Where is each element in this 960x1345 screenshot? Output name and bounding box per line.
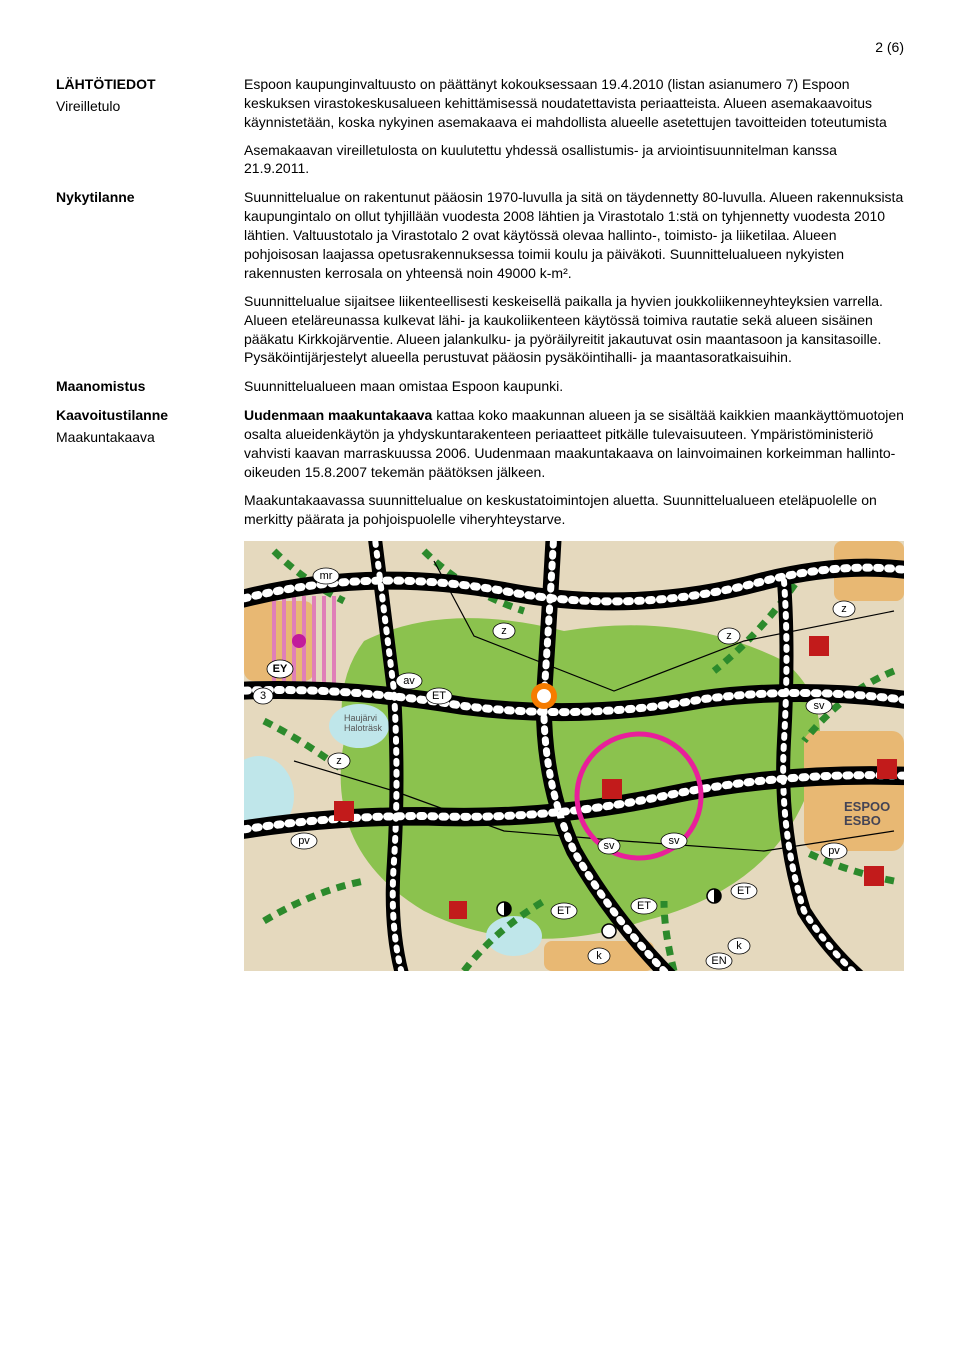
maanomistus-p1: Suunnittelualueen maan omistaa Espoon ka… bbox=[244, 377, 904, 396]
svg-text:ESBO: ESBO bbox=[844, 813, 881, 828]
svg-text:sv: sv bbox=[814, 700, 826, 712]
svg-text:3: 3 bbox=[260, 690, 266, 702]
svg-text:Haloträsk: Haloträsk bbox=[344, 723, 383, 733]
svg-text:mr: mr bbox=[320, 570, 333, 582]
kaavoitustilanne-p1: Uudenmaan maakuntakaava kattaa koko maak… bbox=[244, 406, 904, 482]
label-maakuntakaava: Maakuntakaava bbox=[56, 428, 226, 447]
svg-text:z: z bbox=[501, 625, 507, 637]
map-svg: mr av pv sv pv sv z z z z sv 3 k k ET ET… bbox=[244, 541, 904, 971]
kaavoitustilanne-p2: Maakuntakaavassa suunnittelualue on kesk… bbox=[244, 491, 904, 529]
svg-text:EN: EN bbox=[711, 955, 726, 967]
label-nykytilanne: Nykytilanne bbox=[56, 188, 226, 207]
nykytilanne-p2: Suunnittelualue sijaitsee liikenteellise… bbox=[244, 292, 904, 368]
section-nykytilanne: Nykytilanne Suunnittelualue on rakentunu… bbox=[56, 188, 904, 367]
map-figure: mr av pv sv pv sv z z z z sv 3 k k ET ET… bbox=[244, 541, 904, 971]
svg-text:ET: ET bbox=[432, 690, 446, 702]
svg-text:pv: pv bbox=[298, 835, 310, 847]
svg-text:ET: ET bbox=[737, 885, 751, 897]
nykytilanne-p1: Suunnittelualue on rakentunut pääosin 19… bbox=[244, 188, 904, 282]
kaavoitustilanne-lead: Uudenmaan maakuntakaava bbox=[244, 407, 432, 423]
svg-text:ESPOO: ESPOO bbox=[844, 799, 890, 814]
svg-text:z: z bbox=[336, 755, 342, 767]
svg-text:sv: sv bbox=[669, 835, 681, 847]
svg-text:sv: sv bbox=[604, 840, 616, 852]
label-maanomistus: Maanomistus bbox=[56, 377, 226, 396]
svg-text:k: k bbox=[596, 950, 602, 962]
svg-text:z: z bbox=[726, 630, 732, 642]
svg-text:z: z bbox=[841, 603, 847, 615]
svg-text:k: k bbox=[736, 940, 742, 952]
label-lahtotiedot: LÄHTÖTIEDOT bbox=[56, 75, 226, 94]
svg-text:Haujärvi: Haujärvi bbox=[344, 713, 377, 723]
svg-text:pv: pv bbox=[828, 845, 840, 857]
section-maanomistus: Maanomistus Suunnittelualueen maan omist… bbox=[56, 377, 904, 396]
svg-text:EY: EY bbox=[273, 663, 288, 675]
lahtotiedot-p1: Espoon kaupunginvaltuusto on päättänyt k… bbox=[244, 75, 904, 132]
section-kaavoitustilanne: Kaavoitustilanne Maakuntakaava Uudenmaan… bbox=[56, 406, 904, 528]
svg-text:av: av bbox=[403, 675, 415, 687]
label-kaavoitustilanne: Kaavoitustilanne bbox=[56, 406, 226, 425]
svg-text:ET: ET bbox=[557, 905, 571, 917]
svg-text:ET: ET bbox=[637, 900, 651, 912]
label-vireilletulo: Vireilletulo bbox=[56, 97, 226, 116]
section-lahtotiedot: LÄHTÖTIEDOT Vireilletulo Espoon kaupungi… bbox=[56, 75, 904, 178]
page-number: 2 (6) bbox=[56, 38, 904, 57]
lahtotiedot-p2: Asemakaavan vireilletulosta on kuulutett… bbox=[244, 141, 904, 179]
